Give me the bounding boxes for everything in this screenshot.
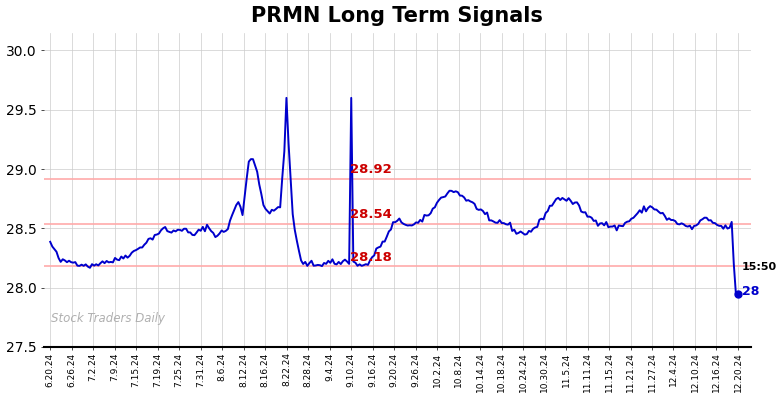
Text: Stock Traders Daily: Stock Traders Daily: [51, 312, 165, 325]
Text: 28.18: 28.18: [350, 251, 392, 264]
Text: 28.54: 28.54: [350, 208, 392, 221]
Text: 15:50: 15:50: [742, 262, 777, 273]
Point: [731, 291, 744, 297]
Text: 28.92: 28.92: [350, 163, 392, 176]
Title: PRMN Long Term Signals: PRMN Long Term Signals: [252, 6, 543, 25]
Text: 28: 28: [742, 285, 760, 298]
